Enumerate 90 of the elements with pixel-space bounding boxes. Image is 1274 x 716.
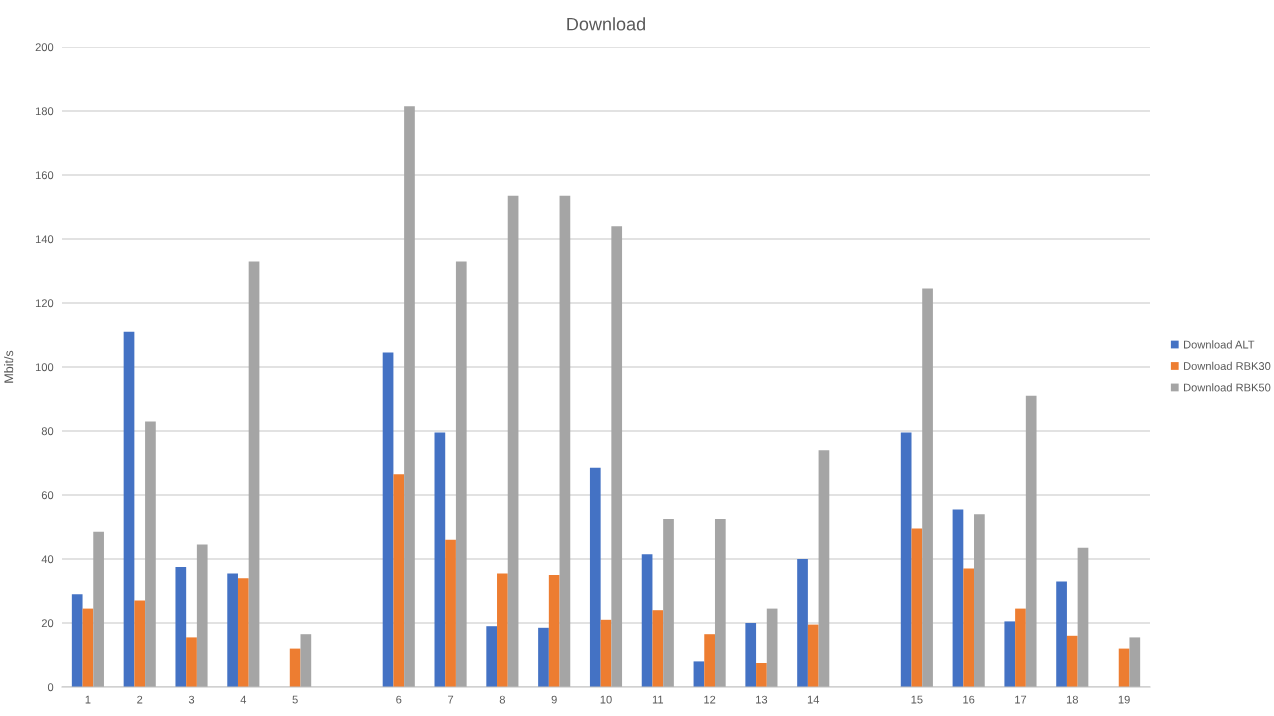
bar	[911, 528, 923, 687]
bar	[196, 544, 208, 687]
bar	[237, 578, 249, 687]
x-tick-label: 13	[756, 695, 768, 704]
bar	[123, 331, 135, 687]
y-tick-label: 0	[47, 683, 54, 692]
bar	[175, 567, 187, 687]
legend-label: Download RBK30	[1184, 361, 1271, 370]
legend-label: Download ALT	[1184, 340, 1255, 349]
x-tick-label: 10	[600, 695, 612, 704]
bar	[818, 450, 830, 687]
x-tick-label: 19	[1118, 695, 1130, 704]
y-tick-label: 20	[41, 619, 54, 628]
bar	[756, 663, 767, 687]
y-tick-label: 160	[35, 171, 54, 180]
bar	[382, 352, 394, 687]
x-tick-label: 15	[911, 695, 923, 704]
bar	[559, 195, 571, 687]
bar	[922, 288, 933, 687]
bar	[404, 106, 415, 687]
bar	[186, 637, 197, 687]
bar	[393, 474, 405, 687]
x-tick-label: 1	[85, 695, 91, 704]
bar	[507, 195, 519, 687]
bar	[1025, 395, 1037, 687]
bar	[766, 608, 778, 687]
y-tick-label: 40	[41, 555, 54, 564]
bar	[93, 531, 104, 687]
bar	[1118, 648, 1130, 687]
bar	[455, 261, 467, 687]
bar	[807, 624, 819, 687]
bar	[963, 568, 975, 687]
bar	[1004, 621, 1016, 687]
bar	[952, 509, 964, 687]
bar	[1129, 637, 1141, 687]
x-tick-label: 3	[188, 695, 195, 704]
bar	[538, 627, 549, 687]
x-tick-label: 4	[240, 695, 247, 704]
bar	[300, 634, 312, 687]
x-tick-label: 9	[551, 695, 557, 704]
bar	[745, 623, 757, 687]
x-tick-label: 8	[499, 695, 505, 704]
bar	[652, 610, 664, 687]
y-tick-label: 140	[35, 235, 54, 244]
chart-title: Download	[567, 17, 645, 31]
bar	[641, 554, 653, 687]
y-tick-label: 80	[41, 427, 54, 436]
bar	[1056, 581, 1067, 687]
x-tick-label: 14	[807, 695, 820, 704]
x-tick-label: 6	[396, 695, 402, 704]
y-axis-title: Mbit/s	[4, 350, 14, 383]
bar	[714, 519, 726, 687]
x-tick-label: 5	[292, 695, 298, 704]
bar	[434, 432, 446, 687]
bar	[611, 226, 623, 687]
bar	[974, 514, 985, 687]
bar	[693, 661, 705, 687]
bar	[248, 261, 260, 687]
bar	[704, 634, 715, 687]
bar	[82, 608, 94, 687]
bar	[1066, 635, 1078, 687]
x-tick-label: 17	[1015, 695, 1027, 704]
bar	[1015, 608, 1026, 687]
bar	[1077, 547, 1089, 687]
bar	[289, 648, 301, 687]
bar	[600, 619, 612, 687]
x-tick-label: 7	[448, 695, 454, 704]
bar	[548, 575, 560, 687]
x-tick-label: 2	[137, 695, 143, 704]
bar	[589, 467, 601, 687]
x-tick-label: 12	[704, 695, 716, 704]
y-tick-label: 60	[41, 491, 54, 500]
y-tick-label: 120	[35, 299, 54, 308]
bar	[227, 573, 238, 687]
x-tick-label: 11	[652, 695, 664, 704]
legend-label: Download RBK50	[1184, 383, 1271, 392]
bar	[134, 600, 146, 687]
bar	[663, 519, 674, 687]
y-tick-label: 100	[35, 363, 54, 372]
bar	[797, 559, 808, 687]
bar	[71, 594, 83, 687]
y-tick-label: 200	[35, 43, 54, 52]
bar	[145, 421, 156, 687]
bar	[497, 573, 508, 687]
bar	[445, 539, 456, 687]
x-tick-label: 16	[963, 695, 975, 704]
x-tick-label: 18	[1066, 695, 1078, 704]
y-tick-label: 180	[35, 107, 54, 116]
bar	[900, 432, 912, 687]
bar	[486, 626, 498, 687]
